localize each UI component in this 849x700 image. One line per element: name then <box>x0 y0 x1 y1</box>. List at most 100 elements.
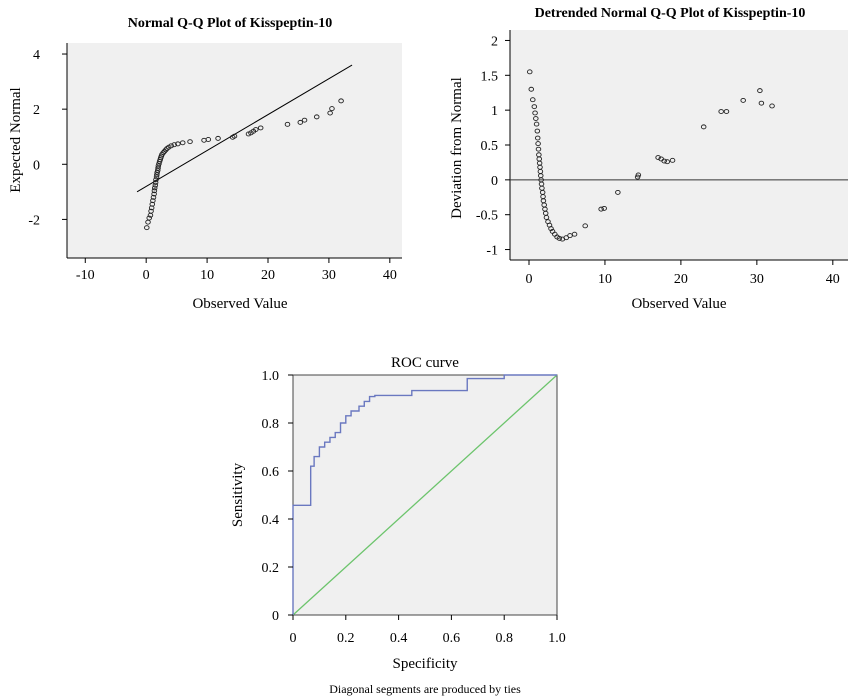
qq-data-point <box>257 125 264 131</box>
detrended-data-point <box>556 235 563 241</box>
qq-plot-panel: -10 0 10 20 30 40 -2 0 2 4 Normal Q-Q Plot of Ki… <box>8 16 402 312</box>
detrended-y-tick-label: -1 <box>486 244 498 259</box>
detrended-data-point <box>757 88 763 94</box>
detrended-data-point <box>700 124 707 130</box>
roc-y-tick-label: 1.0 <box>262 369 280 384</box>
qq-data-point <box>313 114 320 120</box>
detrended-x-tick-label: 30 <box>750 272 764 287</box>
detrended-x-tick-label: 0 <box>525 272 532 287</box>
qq-data-point <box>301 117 308 123</box>
detrended-data-point <box>723 109 730 114</box>
qq-plot-area <box>67 43 402 258</box>
detrended-data-point <box>598 206 604 212</box>
detrended-data-point <box>532 110 538 116</box>
roc-ties-note: Diagonal segments are produced by ties <box>329 682 521 696</box>
detrended-data-point <box>530 97 536 103</box>
detrended-x-tick-label: 20 <box>674 272 688 287</box>
detrended-data-point <box>533 121 540 127</box>
qq-data-point <box>154 172 160 178</box>
qq-data-point <box>144 225 150 231</box>
roc-title: ROC curve <box>391 355 459 371</box>
detrended-plot-area <box>510 30 848 260</box>
detrended-y-tick-label: 1.5 <box>481 69 499 84</box>
qq-x-tick-label: 40 <box>383 268 397 283</box>
roc-x-tick-label: 0 <box>290 631 297 646</box>
roc-x-axis-label: Specificity <box>393 656 458 672</box>
qq-data-point <box>253 127 259 133</box>
detrended-data-point <box>769 103 775 109</box>
roc-x-tick-label: 0.8 <box>495 631 513 646</box>
detrended-title: Detrended Normal Q-Q Plot of Kisspeptin-… <box>535 6 806 21</box>
detrended-points-group <box>526 69 775 242</box>
detrended-data-point <box>758 100 765 106</box>
detrended-qq-panel: 0 10 20 30 40 -1 -0.5 0 0.5 1 1.5 2 Detrended Norm… <box>449 6 848 312</box>
roc-y-tick-label: 0 <box>272 609 279 624</box>
qq-data-point <box>179 140 186 146</box>
qq-data-point <box>215 135 221 141</box>
qq-data-point <box>168 143 174 149</box>
qq-data-point <box>153 177 159 183</box>
detrended-data-point <box>548 226 554 232</box>
qq-data-point <box>327 110 333 116</box>
qq-y-tick-label: -2 <box>28 213 40 228</box>
qq-title: Normal Q-Q Plot of Kisspeptin-10 <box>128 16 333 31</box>
qq-x-ticks: -10 0 10 20 30 40 <box>76 258 397 283</box>
detrended-x-axis-label: Observed Value <box>631 296 726 312</box>
qq-data-point <box>175 141 181 147</box>
detrended-data-point <box>718 109 724 114</box>
qq-data-point <box>152 180 159 185</box>
detrended-y-tick-label: 2 <box>491 34 498 49</box>
detrended-y-tick-label: 0.5 <box>481 139 499 154</box>
detrended-data-point <box>661 158 667 164</box>
roc-curve-line <box>292 374 557 615</box>
qq-x-tick-label: 20 <box>261 268 275 283</box>
detrended-y-ticks: -1 -0.5 0 0.5 1 1.5 2 <box>476 34 510 259</box>
roc-y-tick-label: 0.2 <box>262 561 280 576</box>
detrended-data-point <box>534 135 541 141</box>
roc-x-ticks: 0 0.2 0.4 0.6 0.8 1.0 <box>290 615 566 646</box>
roc-x-tick-label: 0.2 <box>337 631 355 646</box>
qq-data-point <box>151 188 158 194</box>
qq-data-point <box>205 137 212 142</box>
qq-data-point <box>171 142 177 148</box>
detrended-x-ticks: 0 10 20 30 40 <box>525 260 840 287</box>
roc-y-axis-label: Sensitivity <box>230 462 246 527</box>
roc-y-tick-label: 0.6 <box>262 465 280 480</box>
detrended-data-point <box>635 172 642 178</box>
roc-reference-diagonal <box>292 374 558 616</box>
detrended-data-point <box>535 141 541 147</box>
detrended-data-point <box>533 116 539 121</box>
qq-data-point <box>150 198 156 204</box>
qq-y-axis-label: Expected Normal <box>8 87 24 192</box>
qq-data-point <box>329 106 335 112</box>
qq-data-point <box>151 185 158 191</box>
qq-data-point <box>151 191 157 197</box>
qq-y-tick-label: 2 <box>33 103 40 118</box>
roc-plot-frame <box>292 374 558 616</box>
detrended-data-point <box>543 215 550 220</box>
detrended-data-point <box>601 205 607 211</box>
roc-y-tick-label: 0.8 <box>262 417 280 432</box>
qq-x-tick-label: 30 <box>322 268 336 283</box>
qq-x-tick-label: 10 <box>200 268 214 283</box>
detrended-data-point <box>531 104 538 110</box>
qq-data-point <box>187 139 193 145</box>
detrended-y-tick-label: -0.5 <box>476 209 498 224</box>
qq-x-axis-label: Observed Value <box>192 296 287 312</box>
detrended-data-point <box>534 128 541 134</box>
qq-x-tick-label: 0 <box>143 268 150 283</box>
qq-data-point <box>148 208 154 214</box>
detrended-data-point <box>571 231 578 237</box>
detrended-data-point <box>526 69 533 75</box>
qq-y-tick-label: 0 <box>33 158 40 173</box>
detrended-data-point <box>528 86 535 92</box>
detrended-data-point <box>664 159 670 165</box>
qq-data-point <box>154 170 160 176</box>
qq-data-point <box>150 194 157 200</box>
detrended-y-axis-label: Deviation from Normal <box>449 77 465 219</box>
detrended-data-point <box>582 223 588 229</box>
qq-points-group <box>144 98 344 231</box>
qq-data-point <box>338 98 344 104</box>
roc-x-tick-label: 1.0 <box>548 631 566 646</box>
